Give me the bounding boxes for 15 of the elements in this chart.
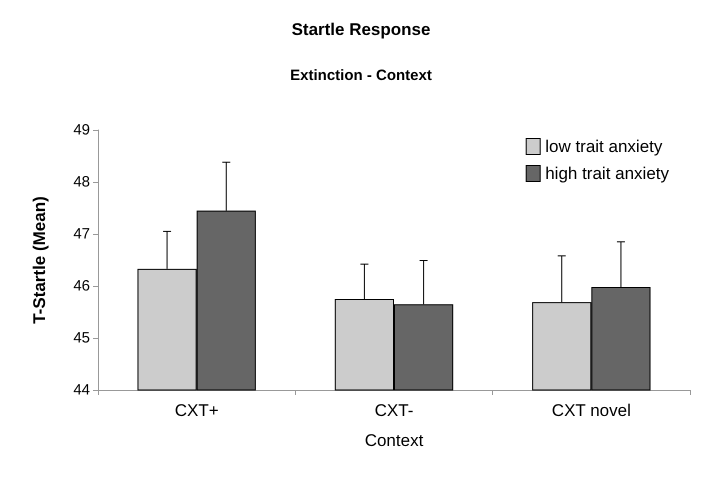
y-tick-label: 47 [73,226,90,242]
chart-title: Startle Response [292,20,430,39]
y-axis-title: T-Startle (Mean) [30,196,49,324]
chart-subtitle: Extinction - Context [290,67,432,84]
y-tick-label: 49 [73,122,90,138]
y-tick-label: 45 [73,330,90,346]
y-tick-label: 44 [73,382,90,398]
y-tick-label: 46 [73,278,90,294]
x-tick-label: CXT+ [174,401,219,420]
x-tick-label: CXT- [374,401,414,420]
x-axis-title: Context [364,431,424,450]
legend-label: high trait anxiety [545,164,670,183]
x-tick-label: CXT novel [552,401,631,420]
legend-label: low trait anxiety [545,137,663,156]
y-tick-label: 48 [73,174,90,190]
